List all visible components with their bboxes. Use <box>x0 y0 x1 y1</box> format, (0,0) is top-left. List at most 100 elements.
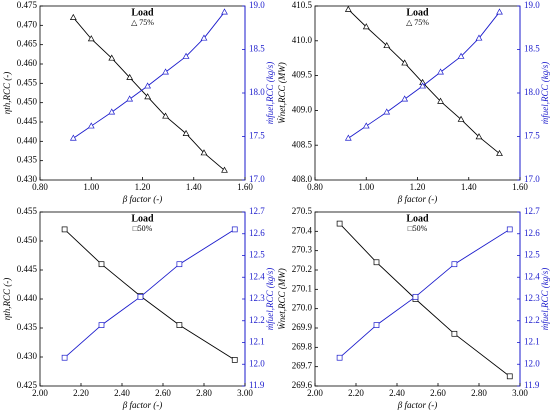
marker <box>144 82 152 89</box>
y-tick-label: 270.4 <box>292 225 313 235</box>
x-tick-label: 2.00 <box>307 388 323 398</box>
marker <box>231 357 238 363</box>
marker <box>451 261 458 268</box>
y-tick-label: 409.5 <box>292 70 313 80</box>
y2-tick-label: 17.5 <box>249 131 265 141</box>
x-tick-label: 1.20 <box>410 182 426 192</box>
marker <box>344 5 352 12</box>
y2-tick-label: 12.4 <box>524 271 540 281</box>
marker <box>451 330 458 337</box>
marker <box>475 34 483 41</box>
x-tick-label: 1.00 <box>83 182 99 192</box>
legend-title: Load <box>406 213 429 224</box>
x-tick-label: 1.20 <box>135 182 151 192</box>
x-tick-label: 3.00 <box>237 388 253 398</box>
y-tick-label: 0.435 <box>17 155 38 165</box>
y-tick-label: 270.3 <box>292 245 313 255</box>
y-tick-label: 0.445 <box>17 116 38 126</box>
marker <box>98 322 105 328</box>
marker <box>506 226 513 233</box>
marker <box>437 97 444 104</box>
x-tick-label: 0.80 <box>32 182 48 192</box>
marker <box>162 112 169 119</box>
y2-tick-label: 11.9 <box>524 380 540 390</box>
y-tick-label: 270.0 <box>292 303 313 313</box>
y2-tick-label: 17.0 <box>249 174 265 184</box>
series-line <box>339 223 511 377</box>
legend-title: Load <box>406 7 429 18</box>
y-axis-label: ηth,RCC (-) <box>2 72 12 114</box>
marker <box>182 52 190 59</box>
y-tick-label: 0.430 <box>17 174 38 184</box>
marker <box>108 54 116 61</box>
y-tick-label: 0.465 <box>17 39 38 49</box>
y2-tick-label: 11.9 <box>249 380 265 390</box>
y-axis-label: Ẇnet,RCC (MW) <box>277 62 287 123</box>
marker <box>419 82 427 89</box>
x-tick-label: 2.00 <box>32 388 48 398</box>
marker <box>412 293 419 300</box>
y2-tick-label: 12.0 <box>249 358 265 368</box>
marker <box>362 122 370 129</box>
marker <box>98 261 105 268</box>
y2-tick-label: 19.0 <box>249 0 265 10</box>
y-tick-label: 270.1 <box>292 283 312 293</box>
y-tick-label: 0.430 <box>17 351 38 361</box>
marker <box>176 322 183 328</box>
y2-axis-label: ṁfuel,RCC (kg/s) <box>540 62 550 125</box>
y-tick-label: 0.440 <box>17 293 38 303</box>
marker <box>496 8 503 15</box>
y2-tick-label: 12.1 <box>524 337 540 347</box>
series-line <box>64 229 235 359</box>
y-tick-label: 0.455 <box>17 206 38 216</box>
marker <box>231 226 238 233</box>
marker <box>496 149 503 156</box>
y-tick-label: 408.5 <box>292 139 313 149</box>
x-tick-label: 2.40 <box>389 388 405 398</box>
marker <box>126 73 134 80</box>
y-tick-label: 270.5 <box>292 206 313 216</box>
marker <box>200 149 208 156</box>
y-tick-label: 0.445 <box>17 264 38 274</box>
y2-tick-label: 12.6 <box>524 228 540 238</box>
y-axis-label: Ẇnet,RCC (MW) <box>277 268 287 329</box>
plot-frame <box>39 5 246 181</box>
y2-tick-label: 12.7 <box>524 206 540 216</box>
x-axis-label: β factor (-) <box>397 194 437 204</box>
marker <box>144 93 152 100</box>
y-tick-label: 410.5 <box>292 0 313 10</box>
y-tick-label: 0.470 <box>17 19 38 29</box>
x-tick-label: 1.60 <box>512 182 528 192</box>
y-tick-label: 0.455 <box>17 77 38 87</box>
y-tick-label: 0.450 <box>17 235 38 245</box>
y-tick-label: 410.0 <box>292 35 313 45</box>
y2-tick-label: 12.5 <box>249 250 265 260</box>
x-tick-label: 3.00 <box>512 388 528 398</box>
marker <box>87 35 95 42</box>
y-tick-label: 0.450 <box>17 97 38 107</box>
x-tick-label: 0.80 <box>307 182 323 192</box>
y-tick-label: 270.2 <box>292 264 312 274</box>
x-tick-label: 1.40 <box>186 182 202 192</box>
series-line <box>64 229 235 361</box>
y-tick-label: 269.9 <box>292 322 313 332</box>
marker <box>401 59 409 66</box>
legend-entry: □50% <box>133 224 153 233</box>
y-tick-label: 269.7 <box>292 361 313 371</box>
y2-axis-label: ṁfuel,RCC (kg/s) <box>540 268 550 331</box>
y2-tick-label: 12.6 <box>249 228 265 238</box>
x-tick-label: 2.80 <box>196 388 212 398</box>
y2-tick-label: 18.5 <box>524 44 540 54</box>
y2-tick-label: 17.5 <box>524 131 540 141</box>
marker <box>162 68 169 75</box>
y-axis-label: ηth,RCC (-) <box>2 278 12 320</box>
y2-tick-label: 18.0 <box>524 87 540 97</box>
marker <box>87 122 95 129</box>
x-tick-label: 2.40 <box>114 388 130 398</box>
marker <box>182 129 190 136</box>
y2-tick-label: 18.0 <box>249 87 265 97</box>
y2-tick-label: 12.3 <box>249 293 265 303</box>
plot-frame <box>314 5 521 181</box>
marker <box>61 226 68 233</box>
y2-tick-label: 12.5 <box>524 250 540 260</box>
